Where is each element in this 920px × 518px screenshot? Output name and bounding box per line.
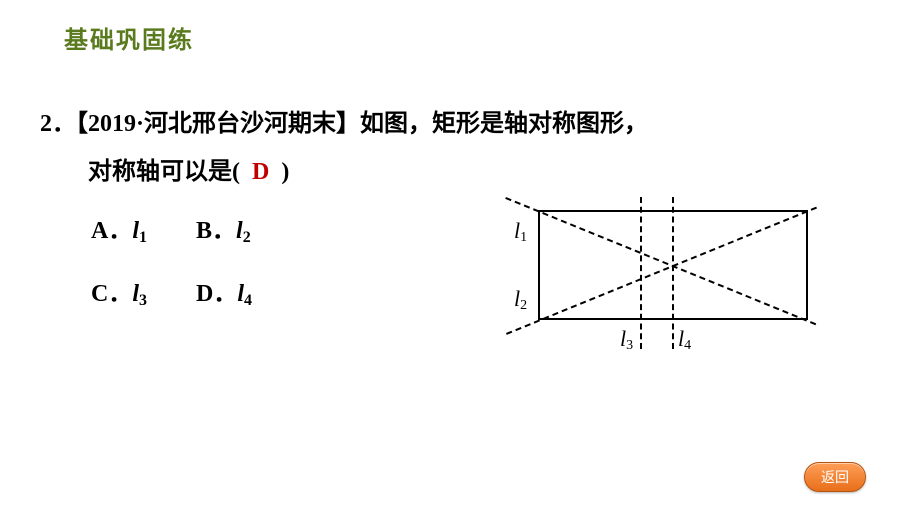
back-button[interactable]: 返回 [804, 462, 866, 492]
options-table: A．l1 B．l2 C．l3 D．l4 [88, 202, 300, 330]
option-A-var: l [132, 218, 139, 244]
back-button-label: 返回 [821, 469, 849, 485]
option-B-var: l [236, 218, 243, 244]
label-l1: l1 [514, 218, 527, 246]
option-C-sub: 3 [139, 292, 147, 309]
option-D-sub: 4 [244, 292, 252, 309]
question-stem-pre: 对称轴可以是( [88, 159, 240, 185]
label-l2: l2 [514, 286, 527, 314]
question-stem-part1: 如图，矩形是轴对称图形， [360, 111, 648, 137]
option-D: D．l4 [195, 267, 298, 328]
axis-l4 [672, 197, 674, 349]
label-l4: l4 [678, 326, 691, 354]
option-C-var: l [132, 281, 139, 307]
figure: l1 l2 l3 l4 [480, 190, 860, 390]
answer-letter: D [252, 159, 269, 185]
question-line-1: 2．【2019·河北邢台沙河期末】如图，矩形是轴对称图形， [40, 100, 880, 148]
option-C: C．l3 [90, 267, 193, 328]
label-l3-sub: 3 [626, 338, 633, 353]
option-A-sub: 1 [139, 229, 147, 246]
question-source: 【2019·河北邢台沙河期末】 [76, 111, 360, 137]
label-l2-sub: 2 [520, 298, 527, 313]
option-A: A．l1 [90, 204, 193, 265]
question-number: 2． [40, 111, 76, 137]
axis-l3 [640, 197, 642, 349]
label-l4-sub: 4 [684, 338, 691, 353]
option-C-letter: C． [91, 281, 132, 307]
section-title-text: 基础巩固练 [64, 28, 194, 54]
option-A-letter: A． [91, 218, 132, 244]
label-l1-sub: 1 [520, 230, 527, 245]
option-D-letter: D． [196, 281, 237, 307]
question-line-2: 对称轴可以是( D ) [40, 148, 880, 196]
option-B-sub: 2 [243, 229, 251, 246]
question-stem-post: ) [281, 159, 289, 185]
label-l3: l3 [620, 326, 633, 354]
option-B: B．l2 [195, 204, 298, 265]
option-B-letter: B． [196, 218, 236, 244]
section-title: 基础巩固练 [64, 20, 194, 55]
